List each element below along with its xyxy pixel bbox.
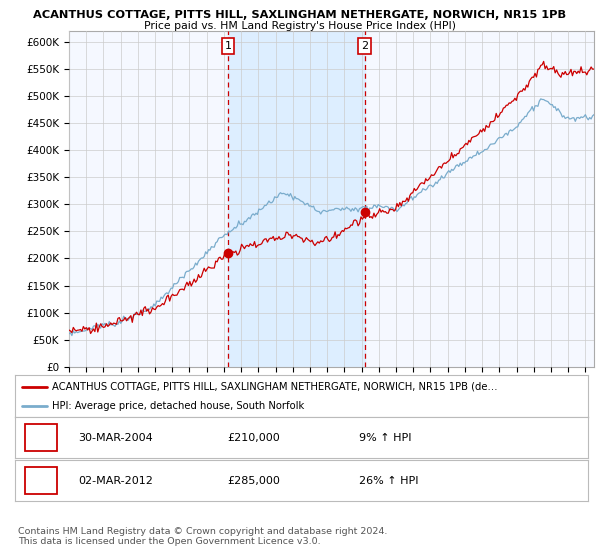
Text: ACANTHUS COTTAGE, PITTS HILL, SAXLINGHAM NETHERGATE, NORWICH, NR15 1PB: ACANTHUS COTTAGE, PITTS HILL, SAXLINGHAM…: [34, 10, 566, 20]
FancyBboxPatch shape: [25, 424, 57, 451]
Text: £210,000: £210,000: [227, 433, 280, 442]
Text: Price paid vs. HM Land Registry's House Price Index (HPI): Price paid vs. HM Land Registry's House …: [144, 21, 456, 31]
Text: 1: 1: [225, 41, 232, 51]
Text: 9% ↑ HPI: 9% ↑ HPI: [359, 433, 412, 442]
Text: 2: 2: [37, 474, 45, 487]
Text: 2: 2: [361, 41, 368, 51]
Text: 30-MAR-2004: 30-MAR-2004: [78, 433, 153, 442]
Text: 1: 1: [37, 431, 45, 444]
Text: 26% ↑ HPI: 26% ↑ HPI: [359, 476, 418, 486]
Text: ACANTHUS COTTAGE, PITTS HILL, SAXLINGHAM NETHERGATE, NORWICH, NR15 1PB (de…: ACANTHUS COTTAGE, PITTS HILL, SAXLINGHAM…: [52, 381, 498, 391]
FancyBboxPatch shape: [25, 467, 57, 494]
Text: HPI: Average price, detached house, South Norfolk: HPI: Average price, detached house, Sout…: [52, 401, 304, 411]
Text: Contains HM Land Registry data © Crown copyright and database right 2024.
This d: Contains HM Land Registry data © Crown c…: [18, 526, 388, 546]
Text: £285,000: £285,000: [227, 476, 280, 486]
Text: 02-MAR-2012: 02-MAR-2012: [78, 476, 153, 486]
Bar: [228, 31, 365, 367]
